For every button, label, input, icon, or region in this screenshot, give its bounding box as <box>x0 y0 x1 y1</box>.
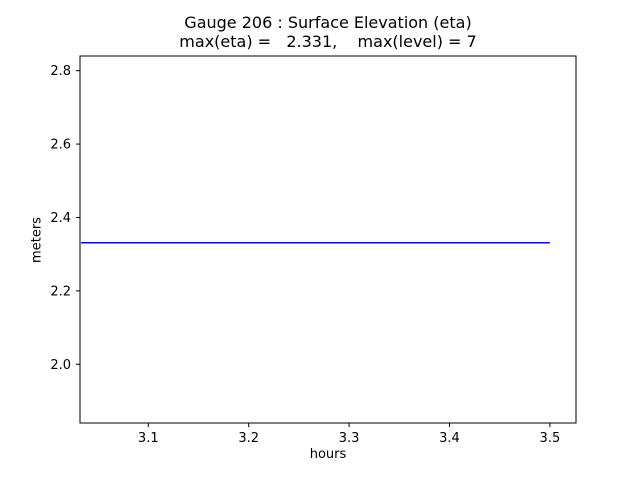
y-tick-label: 2.6 <box>50 138 71 153</box>
x-tick-label: 3.2 <box>238 431 259 446</box>
y-axis-label: meters <box>29 217 45 263</box>
chart-title: Gauge 206 : Surface Elevation (eta) <box>184 13 472 32</box>
x-axis-label: hours <box>309 447 347 462</box>
y-tick-label: 2.2 <box>50 284 71 299</box>
x-tick-label: 3.1 <box>138 431 159 446</box>
x-tick-label: 3.4 <box>439 431 460 446</box>
y-tick-label: 2.0 <box>50 358 71 373</box>
axes-frame <box>79 55 577 424</box>
x-tick-label: 3.3 <box>339 431 360 446</box>
y-tick-label: 2.8 <box>50 64 71 79</box>
chart-subtitle: max(eta) = 2.331, max(level) = 7 <box>179 32 477 51</box>
y-tick-label: 2.4 <box>50 211 71 226</box>
x-tick-label: 3.5 <box>540 431 561 446</box>
